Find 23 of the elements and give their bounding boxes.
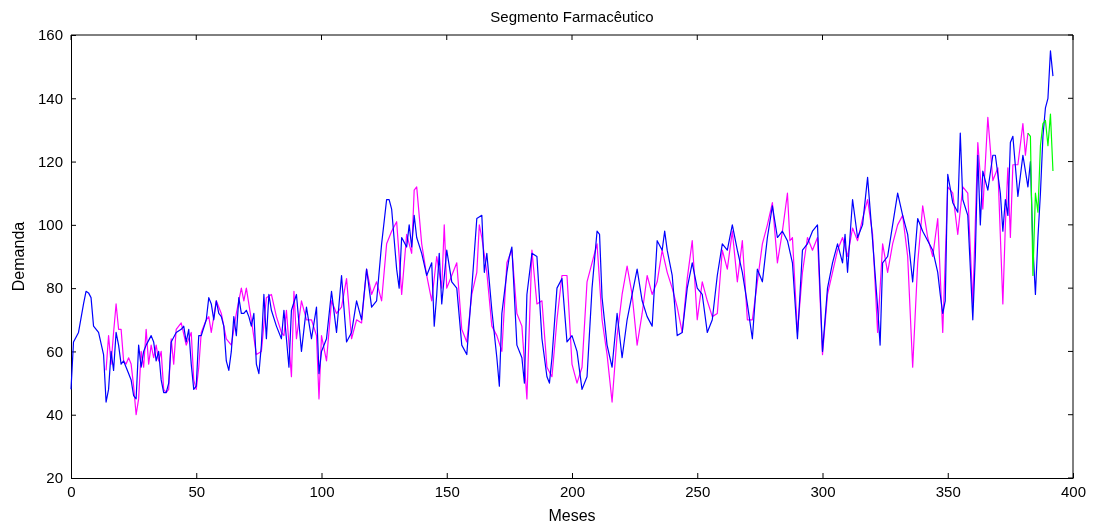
y-tick-label: 20 [46,469,63,487]
x-tick-label: 50 [188,482,206,500]
y-tick-label: 40 [46,406,63,424]
y-tick-label: 120 [37,152,63,170]
line-series [70,50,1054,403]
x-tick-label: 200 [559,482,586,500]
x-tick-label: 350 [935,482,961,500]
y-tick-label: 160 [37,26,63,44]
y-tick-label: 140 [37,89,63,107]
y-axis-title: Demanda [10,221,27,292]
x-tick-label: 400 [1060,482,1087,500]
x-tick-label: 250 [685,482,711,500]
x-tick-label: 300 [810,482,836,500]
x-axis-title: Meses [548,507,596,524]
x-tick-label: 100 [309,482,335,500]
y-tick-label: 100 [37,216,63,234]
x-tick-label: 0 [67,482,76,500]
x-tick-label: 150 [434,482,460,500]
chart-title: Segmento Farmacêutico [490,8,654,25]
y-tick-label: 80 [46,279,63,297]
y-tick-label: 60 [46,342,63,360]
line-series [105,116,1029,416]
line-series [1027,113,1054,277]
